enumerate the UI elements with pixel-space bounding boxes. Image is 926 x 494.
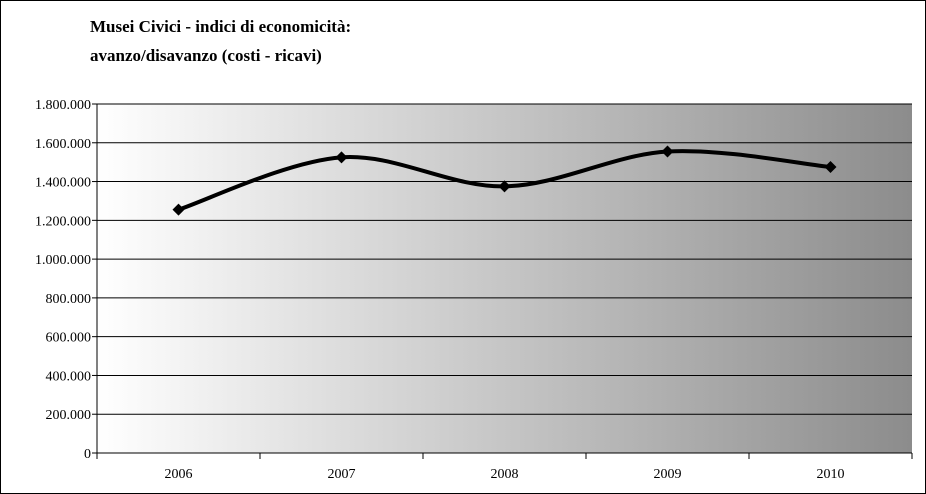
chart-title-line-1: Musei Civici - indici di economicità:: [90, 17, 352, 36]
y-tick-label: 800.000: [46, 292, 92, 307]
data-point-marker: [335, 151, 348, 164]
gridlines: [97, 103, 912, 415]
y-tick-label: 1.600.000: [35, 137, 91, 152]
x-tick-label: 2007: [328, 467, 356, 482]
chart-title-line-2: avanzo/disavanzo (costi - ricavi): [90, 46, 322, 65]
y-tick-label: 1.400.000: [35, 176, 91, 191]
y-tick-label: 1.200.000: [35, 214, 91, 229]
data-point-marker: [824, 161, 837, 174]
y-tick-label: 600.000: [46, 331, 92, 346]
data-point-marker: [661, 145, 674, 158]
data-markers: [172, 145, 837, 216]
y-tick-label: 1.800.000: [35, 98, 91, 113]
data-point-marker: [498, 180, 511, 193]
axes: [96, 104, 912, 454]
y-tick-label: 1.000.000: [35, 253, 91, 268]
y-tick-label: 400.000: [46, 369, 92, 384]
x-tick-label: 2009: [654, 467, 682, 482]
y-tick-label: 200.000: [46, 408, 92, 423]
y-axis-ticks: 0 200.000 400.000 600.000 800.000 1.000.000 1.…: [35, 98, 97, 462]
x-tick-label: 2010: [817, 467, 845, 482]
data-point-marker: [172, 203, 185, 216]
x-axis-ticks: 2006 2007 2008 2009 2010: [96, 453, 913, 482]
x-tick-label: 2006: [165, 467, 193, 482]
y-tick-label: 0: [84, 447, 91, 462]
x-tick-label: 2008: [491, 467, 519, 482]
plot-area: [97, 104, 912, 453]
